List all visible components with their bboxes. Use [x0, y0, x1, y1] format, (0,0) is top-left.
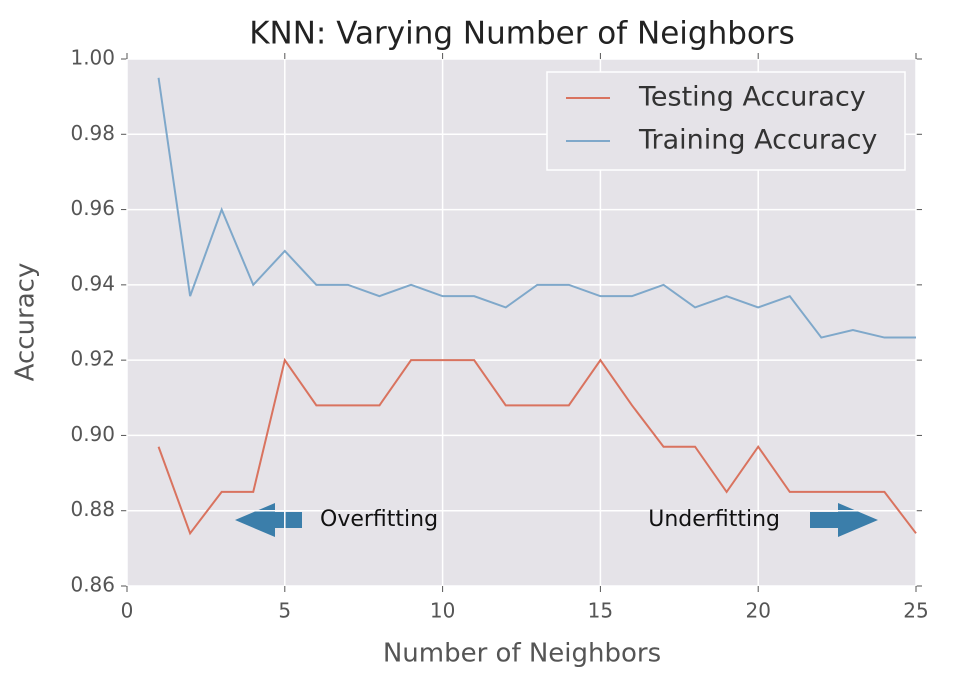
- x-axis-label: Number of Neighbors: [383, 639, 661, 669]
- x-tick-label: 0: [121, 599, 134, 623]
- legend-label: Training Accuracy: [638, 125, 877, 156]
- line: [157, 77, 916, 339]
- y-tick-label: 1.00: [70, 46, 115, 70]
- x-tick-label: 20: [745, 599, 770, 623]
- y-axis-label: Accuracy: [11, 263, 41, 382]
- x-tick-label: 10: [430, 599, 455, 623]
- annotation: Overfitting: [320, 507, 438, 532]
- x-tick-label: 5: [278, 599, 291, 623]
- right-arrow: [810, 503, 878, 537]
- chart-title: KNN: Varying Number of Neighbors: [249, 16, 795, 52]
- legend-label: Testing Accuracy: [638, 82, 866, 113]
- x-tick-label: 15: [588, 599, 613, 623]
- line: [157, 357, 917, 536]
- y-tick-label: 0.88: [70, 497, 115, 521]
- legend-box: [546, 71, 906, 171]
- y-tick-label: 0.92: [70, 347, 115, 371]
- y-tick-label: 0.90: [70, 422, 115, 446]
- y-tick-label: 0.96: [70, 196, 115, 220]
- left-arrow: [235, 503, 302, 537]
- y-tick-label: 0.98: [70, 121, 115, 145]
- y-tick-label: 0.86: [70, 573, 115, 597]
- y-tick-label: 0.94: [70, 271, 115, 295]
- x-tick-label: 25: [903, 599, 928, 623]
- annotation: Underfitting: [648, 507, 780, 532]
